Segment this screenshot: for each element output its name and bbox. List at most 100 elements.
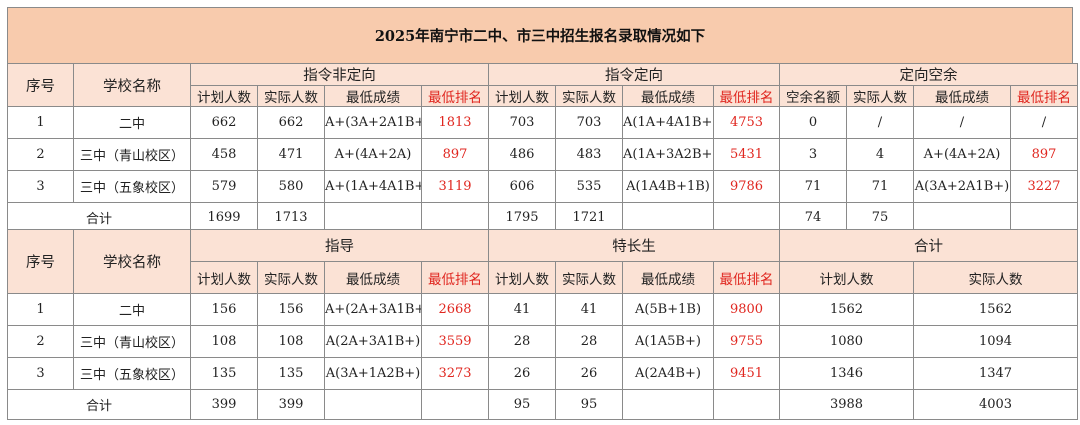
cell: 458 [190,138,258,171]
cell-rank: 5431 [713,138,780,171]
cell: 1699 [190,202,258,232]
cell: 95 [488,389,556,420]
table-row: 3 三中（五象校区） 135 135 A(3A+1A2B+) 3273 26 2… [7,357,1078,390]
cell: 1080 [779,325,914,358]
cell: 26 [488,357,556,390]
cell: 1721 [555,202,623,232]
cell: 4003 [913,389,1078,420]
sub-header: 最低成绩 [913,85,1011,107]
table-row: 2 三中（青山校区） 458 471 A+(4A+2A) 897 486 483… [7,138,1078,171]
header-seq: 序号 [7,229,74,294]
sub-header: 最低排名 [421,261,489,294]
sub-header: 最低排名 [421,85,489,107]
cell-seq: 3 [7,357,74,390]
sub-header: 最低成绩 [324,261,422,294]
cell: 95 [555,389,623,420]
sub-header: 最低排名 [713,261,780,294]
cell-school: 三中（五象校区） [73,170,191,203]
total-row: 合计 399 399 95 95 3988 4003 [7,389,1078,420]
cell: A+(2A+3A1B+) [324,293,422,326]
cell: 71 [779,170,847,203]
sub-header: 实际人数 [257,85,325,107]
cell-seq: 3 [7,170,74,203]
sub-header: 计划人数 [488,85,556,107]
cell: 3 [779,138,847,171]
cell-rank: 9786 [713,170,780,203]
page-title: 2025年南宁市二中、市三中招生报名录取情况如下 [7,7,1073,64]
cell-seq: 1 [7,293,74,326]
sub-header: 实际人数 [913,261,1078,294]
cell: 1347 [913,357,1078,390]
cell: 28 [488,325,556,358]
cell: 606 [488,170,556,203]
cell: A(1A5B+) [622,325,714,358]
table-row: 1 二中 156 156 A+(2A+3A1B+) 2668 41 41 A(5… [7,293,1078,326]
cell: 135 [257,357,325,390]
sub-header: 实际人数 [257,261,325,294]
cell: 580 [257,170,325,203]
cell-rank: 3559 [421,325,489,358]
table-row: 1 二中 662 662 A+(3A+2A1B+) 1813 703 703 A… [7,106,1078,139]
header-school: 学校名称 [73,63,191,107]
cell: 156 [190,293,258,326]
enrollment-table-2: 序号 学校名称 指导 特长生 合计 计划人数 实际人数 最低成绩 最低排名 计划… [7,229,1078,420]
cell: 41 [555,293,623,326]
sub-header: 实际人数 [555,85,623,107]
cell-rank: 1813 [421,106,489,139]
cell: 662 [190,106,258,139]
cell-seq: 2 [7,325,74,358]
header-seq: 序号 [7,63,74,107]
cell-school: 二中 [73,106,191,139]
cell-rank: 2668 [421,293,489,326]
sub-header: 计划人数 [190,261,258,294]
sub-header: 计划人数 [488,261,556,294]
cell: 399 [190,389,258,420]
cell: A(1A4B+1B) [622,170,714,203]
total-row: 合计 1699 1713 1795 1721 74 75 [7,202,1078,232]
cell: 74 [779,202,847,232]
cell: 471 [257,138,325,171]
cell: A+(1A+4A1B+) [324,170,422,203]
group-header: 指令定向 [488,63,780,86]
cell: A(3A+1A2B+) [324,357,422,390]
cell: A(1A+3A2B+) [622,138,714,171]
cell: / [1010,106,1078,139]
sub-header: 实际人数 [555,261,623,294]
cell: 483 [555,138,623,171]
sub-header: 最低成绩 [622,261,714,294]
cell-rank: 3119 [421,170,489,203]
cell: / [913,106,1011,139]
cell: A(1A+4A1B+) [622,106,714,139]
cell: 28 [555,325,623,358]
cell: A(2A4B+) [622,357,714,390]
cell-rank: 9755 [713,325,780,358]
group-header: 指令非定向 [190,63,489,86]
cell: 0 [779,106,847,139]
cell: 3988 [779,389,914,420]
cell: 1795 [488,202,556,232]
cell: A(3A+2A1B+) [913,170,1011,203]
cell: A+(4A+2A) [324,138,422,171]
sub-header: 空余名额 [779,85,847,107]
cell: 1094 [913,325,1078,358]
cell: 71 [846,170,914,203]
cell-rank: 4753 [713,106,780,139]
cell-rank: 3273 [421,357,489,390]
header-school: 学校名称 [73,229,191,294]
enrollment-table-1: 序号 学校名称 指令非定向 指令定向 定向空余 计划人数 实际人数 最低成绩 最… [7,63,1078,232]
cell: 26 [555,357,623,390]
cell: 1713 [257,202,325,232]
total-label: 合计 [7,389,191,420]
cell-rank: 3227 [1010,170,1078,203]
cell-rank: 9451 [713,357,780,390]
group-header: 合计 [779,229,1078,262]
group-header: 特长生 [488,229,780,262]
cell: 662 [257,106,325,139]
total-label: 合计 [7,202,191,232]
cell: 703 [555,106,623,139]
cell: 1562 [913,293,1078,326]
sub-header: 最低排名 [1010,85,1078,107]
cell: A+(4A+2A) [913,138,1011,171]
cell: A+(3A+2A1B+) [324,106,422,139]
cell: A(5B+1B) [622,293,714,326]
